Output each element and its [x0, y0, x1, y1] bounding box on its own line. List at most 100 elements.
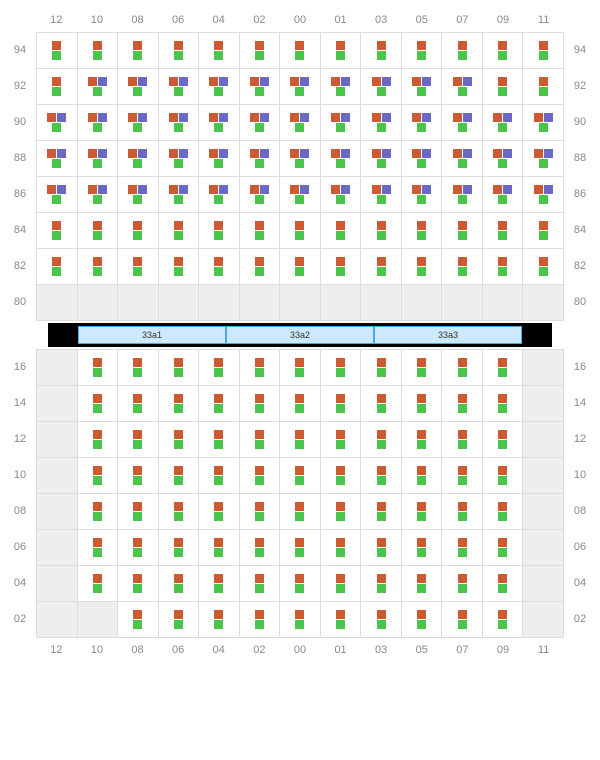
rack-cell[interactable] [321, 494, 362, 530]
rack-cell[interactable] [159, 422, 200, 458]
rack-cell[interactable] [118, 566, 159, 602]
rack-cell[interactable] [118, 458, 159, 494]
rack-cell[interactable] [361, 105, 402, 141]
rack-cell[interactable] [523, 458, 564, 494]
rack-cell[interactable] [442, 530, 483, 566]
rack-cell[interactable] [361, 458, 402, 494]
rack-cell[interactable] [483, 285, 524, 321]
rack-cell[interactable] [159, 105, 200, 141]
rack-cell[interactable] [78, 422, 119, 458]
rack-cell[interactable] [37, 213, 78, 249]
rack-cell[interactable] [321, 213, 362, 249]
rack-cell[interactable] [442, 422, 483, 458]
rack-cell[interactable] [240, 350, 281, 386]
rack-cell[interactable] [402, 494, 443, 530]
rack-cell[interactable] [321, 249, 362, 285]
rack-cell[interactable] [159, 177, 200, 213]
rack-cell[interactable] [37, 566, 78, 602]
rack-cell[interactable] [37, 141, 78, 177]
rack-cell[interactable] [523, 566, 564, 602]
rack-cell[interactable] [402, 285, 443, 321]
rack-cell[interactable] [361, 141, 402, 177]
rack-cell[interactable] [483, 494, 524, 530]
rack-cell[interactable] [523, 177, 564, 213]
rack-cell[interactable] [361, 422, 402, 458]
rack-cell[interactable] [118, 213, 159, 249]
rack-cell[interactable] [37, 386, 78, 422]
rack-cell[interactable] [321, 422, 362, 458]
rack-cell[interactable] [523, 249, 564, 285]
rack-cell[interactable] [402, 422, 443, 458]
rack-cell[interactable] [280, 33, 321, 69]
rack-cell[interactable] [78, 386, 119, 422]
rack-cell[interactable] [118, 105, 159, 141]
rack-cell[interactable] [483, 213, 524, 249]
rack-cell[interactable] [321, 105, 362, 141]
rack-cell[interactable] [442, 105, 483, 141]
rack-cell[interactable] [402, 566, 443, 602]
rack-cell[interactable] [402, 69, 443, 105]
rack-cell[interactable] [78, 177, 119, 213]
rack-cell[interactable] [159, 350, 200, 386]
rack-cell[interactable] [118, 422, 159, 458]
rack-cell[interactable] [78, 213, 119, 249]
rack-cell[interactable] [402, 33, 443, 69]
rack-cell[interactable] [118, 249, 159, 285]
rack-cell[interactable] [280, 350, 321, 386]
rack-cell[interactable] [483, 177, 524, 213]
rack-cell[interactable] [118, 602, 159, 638]
rack-cell[interactable] [442, 33, 483, 69]
rack-cell[interactable] [523, 602, 564, 638]
rack-cell[interactable] [240, 494, 281, 530]
rack-cell[interactable] [442, 249, 483, 285]
rack-cell[interactable] [402, 458, 443, 494]
rack-cell[interactable] [402, 602, 443, 638]
rack-cell[interactable] [442, 285, 483, 321]
rack-cell[interactable] [321, 530, 362, 566]
rack-cell[interactable] [483, 249, 524, 285]
rack-cell[interactable] [321, 33, 362, 69]
rack-cell[interactable] [361, 249, 402, 285]
rack-cell[interactable] [280, 602, 321, 638]
rack-cell[interactable] [240, 177, 281, 213]
rack-cell[interactable] [483, 69, 524, 105]
rack-cell[interactable] [523, 530, 564, 566]
rack-cell[interactable] [361, 69, 402, 105]
rack-cell[interactable] [442, 141, 483, 177]
rack-cell[interactable] [361, 33, 402, 69]
rack-cell[interactable] [361, 177, 402, 213]
rack-cell[interactable] [483, 422, 524, 458]
rack-cell[interactable] [402, 105, 443, 141]
rack-cell[interactable] [199, 177, 240, 213]
rack-cell[interactable] [483, 350, 524, 386]
rack-cell[interactable] [442, 386, 483, 422]
rack-cell[interactable] [442, 602, 483, 638]
rack-cell[interactable] [361, 285, 402, 321]
rack-cell[interactable] [118, 69, 159, 105]
rack-cell[interactable] [199, 141, 240, 177]
rack-cell[interactable] [321, 386, 362, 422]
rack-cell[interactable] [483, 141, 524, 177]
rack-cell[interactable] [37, 249, 78, 285]
rack-cell[interactable] [280, 141, 321, 177]
rack-cell[interactable] [240, 69, 281, 105]
rack-cell[interactable] [402, 350, 443, 386]
rack-cell[interactable] [159, 69, 200, 105]
rack-cell[interactable] [240, 566, 281, 602]
rack-cell[interactable] [321, 285, 362, 321]
rack-cell[interactable] [523, 105, 564, 141]
rack-cell[interactable] [483, 530, 524, 566]
rack-cell[interactable] [402, 141, 443, 177]
rack-cell[interactable] [78, 69, 119, 105]
rack-cell[interactable] [442, 566, 483, 602]
rack-cell[interactable] [199, 602, 240, 638]
rack-cell[interactable] [159, 602, 200, 638]
rack-cell[interactable] [78, 458, 119, 494]
rack-cell[interactable] [78, 566, 119, 602]
rack-cell[interactable] [361, 494, 402, 530]
rack-cell[interactable] [37, 422, 78, 458]
rack-cell[interactable] [442, 458, 483, 494]
rack-cell[interactable] [118, 530, 159, 566]
rack-cell[interactable] [37, 69, 78, 105]
rack-cell[interactable] [199, 69, 240, 105]
